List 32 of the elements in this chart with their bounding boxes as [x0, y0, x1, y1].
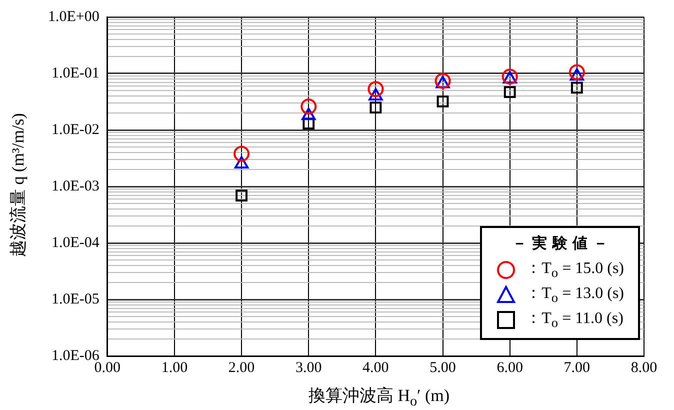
- y-tick-label: 1.0E-05: [51, 291, 100, 308]
- y-tick-label: 1.0E-03: [51, 178, 100, 194]
- y-tick-label: 1.0E-01: [51, 65, 100, 82]
- x-tick-label: 6.00: [496, 360, 523, 376]
- x-tick-label: 3.00: [295, 360, 322, 376]
- point: [568, 64, 585, 80]
- point: [570, 82, 583, 94]
- point: [436, 96, 449, 108]
- x-axis-title: 換算沖波高 H$_{o}$′ (m): [307, 385, 451, 410]
- point: [570, 68, 584, 81]
- x-tick-label: 2.00: [228, 360, 255, 376]
- y-axis-title: 越波流量 q (m³/m/s): [8, 113, 28, 257]
- y-tick-label: 1.0E+00: [48, 8, 100, 25]
- point: [302, 118, 315, 130]
- legend-label: ：T$_{o}$ = 13.0 (s): [526, 284, 624, 306]
- point: [368, 81, 384, 98]
- point: [370, 102, 382, 114]
- y-tick-label: 1.0E-02: [51, 122, 100, 138]
- point: [234, 146, 250, 162]
- x-tick-label: 5.00: [430, 360, 456, 376]
- legend-label: ：T$_{o}$ = 15.0 (s): [526, 258, 624, 282]
- x-tick-label: 8.00: [630, 360, 658, 376]
- point: [504, 86, 516, 98]
- point: [300, 98, 317, 115]
- legend-title: － 実 験 値 －: [510, 234, 609, 253]
- legend-label: ：T$_{o}$ = 11.0 (s): [526, 308, 624, 332]
- x-tick-label: 7.00: [564, 360, 590, 376]
- x-tick-label: 0.00: [94, 360, 120, 376]
- y-tick-label: 1.0E-04: [51, 234, 100, 251]
- x-tick-label: 1.00: [161, 360, 188, 376]
- point: [236, 190, 248, 202]
- x-tick-label: 4.00: [362, 360, 389, 376]
